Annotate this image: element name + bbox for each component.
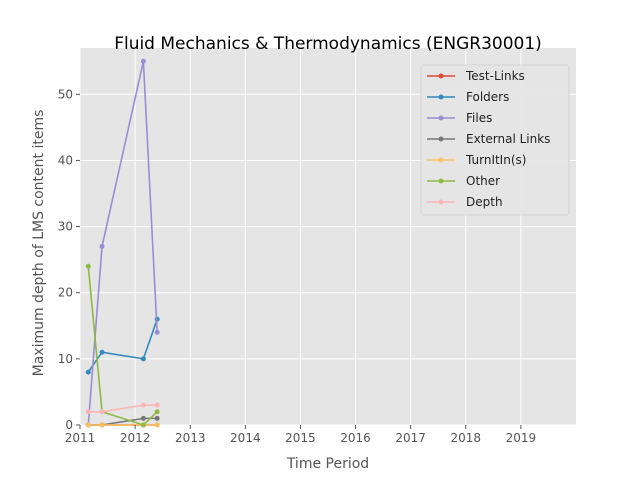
legend-marker [438, 136, 444, 142]
data-point [154, 409, 160, 415]
x-tick-label: 2014 [230, 431, 261, 445]
legend-entry: Test-Links [427, 69, 525, 83]
data-point [99, 422, 105, 428]
data-point [99, 409, 105, 415]
data-point [140, 356, 146, 362]
x-tick-label: 2012 [120, 431, 151, 445]
legend-marker [438, 115, 444, 121]
series-group [85, 58, 160, 428]
legend-label: Test-Links [465, 69, 525, 83]
legend-entry: Other [427, 174, 500, 188]
legend-box [420, 64, 570, 216]
y-tick-label: 30 [58, 220, 73, 234]
legend-entry: TurnItIn(s) [427, 153, 526, 167]
data-point [154, 422, 160, 428]
chart-title: Fluid Mechanics & Thermodynamics (ENGR30… [114, 34, 542, 54]
legend-label: Folders [466, 90, 509, 104]
tick-labels: 2011 2012 2013 2014 2015 2016 2017 2018 2019 0 10 2… [58, 87, 536, 445]
series-line [88, 404, 158, 413]
legend-label: Other [466, 174, 500, 188]
y-tick-label: 40 [58, 153, 73, 167]
y-tick-label: 50 [58, 87, 73, 101]
data-point [140, 402, 146, 408]
data-point [85, 369, 91, 375]
x-tick-label: 2018 [451, 431, 482, 445]
data-point [85, 422, 91, 428]
legend-marker [438, 199, 444, 205]
legend-marker [438, 157, 444, 163]
legend-label: External Links [466, 132, 550, 146]
data-point [140, 58, 146, 64]
series-line [87, 266, 158, 426]
series-line [87, 318, 158, 373]
y-tick-label: 10 [58, 352, 73, 366]
y-axis-label: Maximum depth of LMS content items [31, 110, 47, 377]
legend-label: TurnItIn(s) [465, 153, 526, 167]
data-point [99, 349, 105, 355]
x-tick-label: 2017 [395, 431, 426, 445]
x-axis-label: Time Period [286, 456, 369, 472]
x-tick-label: 2011 [65, 431, 96, 445]
y-tick-label: 20 [58, 286, 73, 300]
legend-marker [438, 178, 444, 184]
legend-label: Depth [466, 195, 503, 209]
legend-marker [438, 73, 444, 79]
data-point [140, 422, 146, 428]
data-point [99, 243, 105, 249]
y-tick-label: 0 [65, 418, 73, 432]
legend-entry: Folders [427, 90, 509, 104]
data-point [154, 329, 160, 335]
data-point [154, 402, 160, 408]
x-tick-label: 2019 [506, 431, 537, 445]
data-point [140, 415, 146, 421]
x-tick-label: 2016 [340, 431, 371, 445]
data-point [85, 409, 91, 415]
data-point [85, 263, 91, 269]
data-point [154, 415, 160, 421]
legend: Test-Links Folders Files External Links Turn… [420, 64, 570, 216]
legend-entry: Files [427, 111, 492, 125]
legend-marker [438, 94, 444, 100]
x-tick-label: 2013 [175, 431, 206, 445]
legend-entry: Depth [427, 195, 503, 209]
x-tick-label: 2015 [285, 431, 316, 445]
legend-label: Files [466, 111, 492, 125]
series-6 [85, 402, 160, 415]
legend-entry: External Links [427, 132, 550, 146]
